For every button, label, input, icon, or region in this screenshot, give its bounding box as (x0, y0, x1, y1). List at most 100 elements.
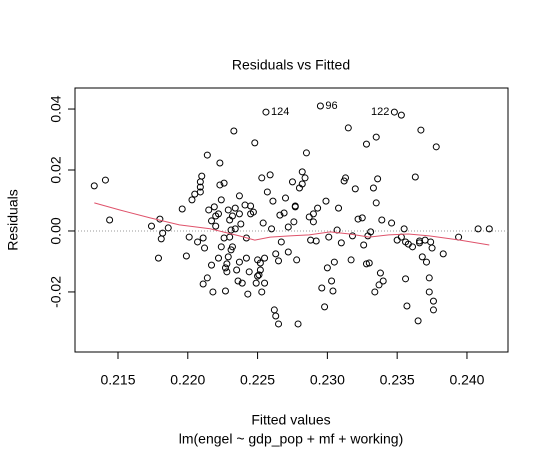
point (254, 272, 262, 280)
point (272, 312, 280, 320)
point (294, 320, 302, 328)
point (159, 229, 167, 237)
point (214, 254, 222, 262)
point (422, 258, 430, 266)
point (216, 159, 224, 167)
point-label: 122 (371, 106, 389, 118)
y-tick-label: 0.04 (48, 95, 64, 122)
point (90, 182, 98, 190)
point (249, 208, 257, 216)
point (284, 248, 292, 256)
point (258, 174, 266, 182)
point (411, 173, 419, 181)
point (322, 197, 330, 205)
point (329, 287, 337, 295)
point (268, 225, 276, 233)
point (188, 196, 196, 204)
point (221, 264, 229, 272)
point (335, 204, 343, 212)
x-axis-label: Fitted values (251, 412, 330, 428)
point (288, 178, 296, 186)
point (474, 225, 482, 233)
point (231, 225, 239, 233)
point (397, 111, 405, 119)
point (318, 284, 326, 292)
point (275, 320, 283, 328)
point (235, 192, 243, 200)
point (284, 223, 292, 231)
point (245, 268, 253, 276)
point (198, 172, 206, 180)
point (228, 243, 236, 251)
point (298, 180, 306, 188)
point (298, 168, 306, 176)
point (212, 222, 220, 230)
point (182, 252, 190, 260)
point (291, 202, 299, 210)
point (203, 274, 211, 282)
point (256, 259, 264, 267)
point (272, 250, 280, 258)
point (266, 171, 274, 179)
point-label: 124 (271, 106, 289, 118)
point (358, 214, 366, 222)
x-tick-label: 0.230 (310, 372, 345, 388)
point (328, 277, 336, 285)
point (369, 184, 377, 192)
point (247, 202, 255, 210)
point (403, 302, 411, 310)
point (425, 288, 433, 296)
point (374, 175, 382, 183)
point (390, 108, 398, 116)
point (233, 266, 241, 274)
point (354, 215, 362, 223)
point (209, 288, 217, 296)
point (376, 269, 384, 277)
subtitle: lm(engel ~ gdp_pop + mf + working) (179, 431, 404, 447)
point (281, 194, 289, 202)
point (178, 205, 186, 213)
point (402, 275, 410, 283)
point (261, 279, 269, 287)
point (101, 176, 109, 184)
point (314, 204, 322, 212)
point (330, 258, 338, 266)
point (365, 259, 373, 267)
point (347, 256, 355, 264)
point (425, 274, 433, 282)
point (277, 238, 285, 246)
point (208, 217, 216, 225)
point (323, 264, 331, 272)
point (208, 261, 216, 269)
point (256, 266, 264, 274)
point (416, 239, 424, 247)
point (337, 239, 345, 247)
point (302, 149, 310, 157)
point (263, 188, 271, 196)
point (367, 228, 375, 236)
point (275, 257, 283, 265)
point (199, 280, 207, 288)
point (414, 317, 422, 325)
point (372, 133, 380, 141)
point (360, 241, 368, 249)
x-tick-label: 0.225 (240, 372, 275, 388)
point (154, 254, 162, 262)
point (224, 253, 232, 261)
point (418, 253, 426, 261)
point (379, 277, 387, 285)
point (344, 124, 352, 132)
point (217, 196, 225, 204)
point (224, 206, 232, 214)
point (312, 237, 320, 245)
point (185, 233, 193, 241)
point (342, 174, 350, 182)
point (429, 297, 437, 305)
smooth-line (94, 202, 490, 246)
point (325, 233, 333, 241)
point (400, 225, 408, 233)
point (237, 220, 245, 228)
point (223, 260, 231, 268)
point (230, 127, 238, 135)
